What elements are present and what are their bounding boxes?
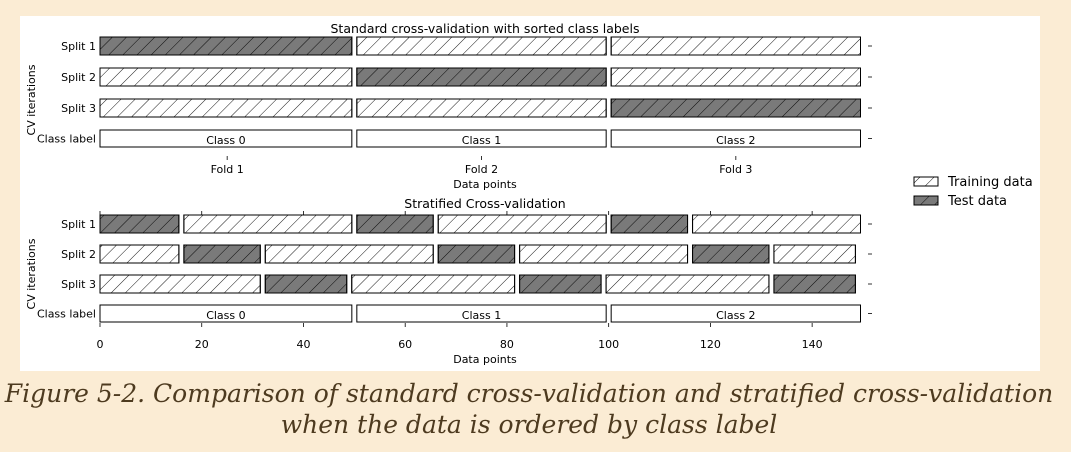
x-tick-label: 140 — [802, 338, 823, 351]
class-bar — [99, 304, 353, 323]
class-bar — [610, 129, 862, 148]
test-bar-hatch — [437, 244, 516, 264]
class-label: Class 2 — [716, 134, 755, 147]
test-bar-hatch — [610, 214, 689, 234]
class-label: Class 1 — [462, 309, 501, 322]
legend: Training data Test data — [913, 175, 1033, 209]
test-bar-hatch — [264, 274, 348, 294]
legend-training-label: Training data — [947, 175, 1033, 190]
train-bar-hatch — [356, 36, 607, 56]
x-tick-label: 20 — [195, 338, 209, 351]
train-bar-hatch — [605, 274, 770, 294]
train-bar-hatch — [264, 244, 434, 264]
row-label: Split 2 — [61, 71, 96, 84]
cross-validation-charts: Standard cross-validation with sorted cl… — [25, 21, 1033, 366]
chart-title: Stratified Cross-validation — [404, 196, 565, 211]
x-tick-label: 80 — [500, 338, 514, 351]
train-bar-hatch — [610, 36, 862, 56]
legend-training-swatch-hatch — [913, 176, 939, 187]
test-bar-hatch — [692, 244, 770, 264]
row-label: Split 3 — [61, 102, 96, 115]
x-tick-label: 120 — [700, 338, 721, 351]
class-label: Class 1 — [462, 134, 501, 147]
class-bar — [610, 304, 862, 323]
train-bar-hatch — [183, 214, 353, 234]
train-bar-hatch — [99, 67, 353, 87]
train-bar-hatch — [773, 244, 856, 264]
train-bar-hatch — [437, 214, 607, 234]
x-tick-label: Fold 2 — [465, 163, 498, 176]
row-label: Split 2 — [61, 248, 96, 261]
test-bar-hatch — [183, 244, 261, 264]
train-bar-hatch — [99, 244, 180, 264]
y-axis-label: CV iterations — [25, 238, 38, 309]
test-bar-hatch — [99, 36, 353, 56]
x-tick-label: 40 — [296, 338, 310, 351]
class-label: Class 2 — [716, 309, 755, 322]
x-tick-label: 100 — [598, 338, 619, 351]
caption-line-1: Figure 5-2. Comparison of standard cross… — [4, 379, 1054, 408]
row-label: Split 1 — [61, 218, 96, 231]
test-bar-hatch — [519, 274, 602, 294]
legend-test-label: Test data — [947, 194, 1007, 209]
test-bar-hatch — [610, 98, 862, 118]
train-bar-hatch — [692, 214, 862, 234]
test-bar-hatch — [356, 67, 607, 87]
chart-1: Standard cross-validation with sorted cl… — [25, 21, 872, 191]
train-bar-hatch — [610, 67, 862, 87]
x-axis-label: Data points — [453, 178, 517, 191]
class-bar — [99, 129, 353, 148]
x-tick-label: Fold 1 — [211, 163, 244, 176]
y-axis-label: CV iterations — [25, 64, 38, 135]
test-bar-hatch — [356, 214, 434, 234]
caption-line-2: when the data is ordered by class label — [280, 410, 778, 439]
chart-title: Standard cross-validation with sorted cl… — [331, 21, 640, 36]
row-label: Class label — [37, 133, 96, 146]
class-label: Class 0 — [206, 134, 245, 147]
x-tick-label: Fold 3 — [719, 163, 752, 176]
train-bar-hatch — [99, 98, 353, 118]
x-axis-label: Data points — [453, 353, 517, 366]
class-bar — [356, 304, 607, 323]
test-bar-hatch — [99, 214, 180, 234]
x-tick-label: 0 — [97, 338, 104, 351]
train-bar-hatch — [351, 274, 516, 294]
figure-panel: Standard cross-validation with sorted cl… — [20, 16, 1040, 371]
class-label: Class 0 — [206, 309, 245, 322]
x-tick-label: 60 — [398, 338, 412, 351]
row-label: Split 1 — [61, 40, 96, 53]
legend-test-swatch-hatch — [913, 195, 939, 206]
train-bar-hatch — [356, 98, 607, 118]
row-label: Class label — [37, 308, 96, 321]
train-bar-hatch — [519, 244, 689, 264]
row-label: Split 3 — [61, 278, 96, 291]
figure-caption: Figure 5-2. Comparison of standard cross… — [0, 378, 1058, 440]
test-bar-hatch — [773, 274, 856, 294]
chart-2: Stratified Cross-validation CV iterations… — [25, 196, 872, 366]
train-bar-hatch — [99, 274, 261, 294]
class-bar — [356, 129, 607, 148]
